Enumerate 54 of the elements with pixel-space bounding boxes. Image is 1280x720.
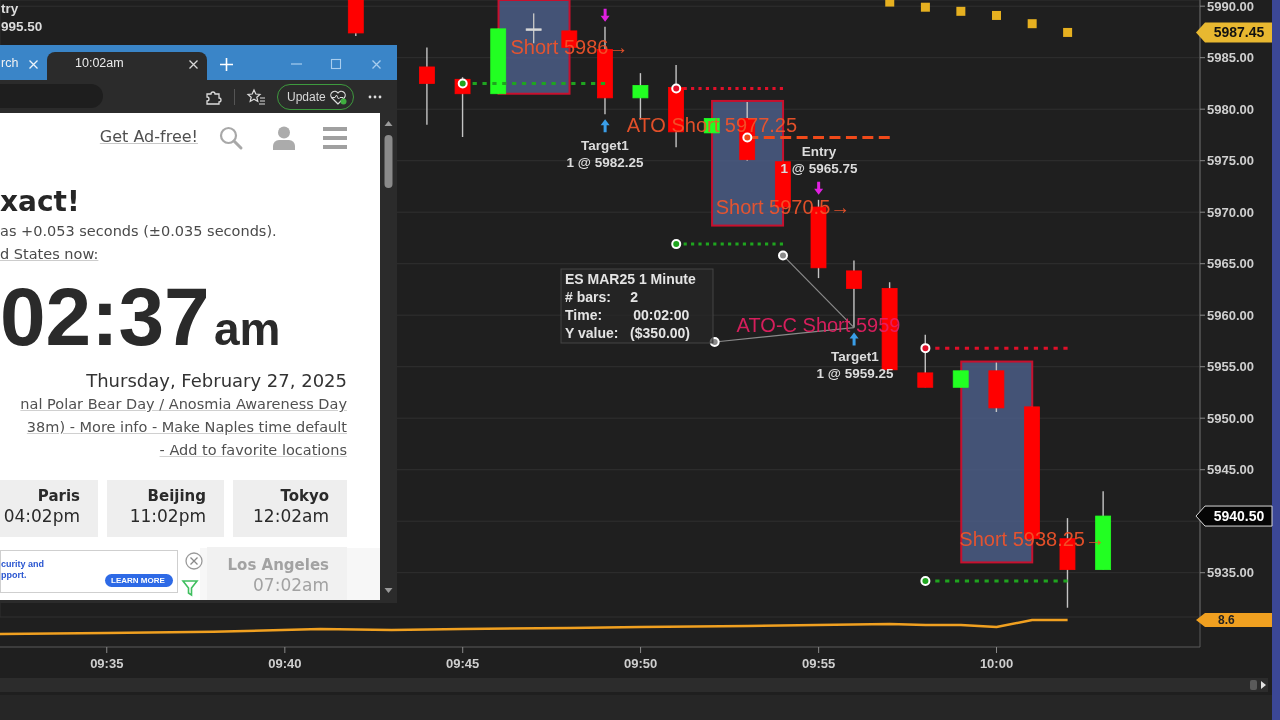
location-card: Beijing 11:02pm [107, 480, 224, 537]
location-card: Paris 04:02pm [0, 480, 98, 537]
annotation: Paris [37, 487, 80, 505]
annotation: pport. [1, 570, 27, 580]
annotation: ES MAR25 1 Minute # bars: 2 Time: 00:02:00 Y value: ($350.00) [565, 270, 696, 341]
annotation: rch [1, 56, 19, 70]
annotation: 11:02pm [129, 506, 206, 526]
annotation: as +0.053 seconds (±0.035 seconds). [0, 223, 277, 239]
y-tick-label: 5955.00 [1207, 359, 1254, 375]
text: 5940.50 [1213, 507, 1265, 524]
y-tick-label: 5945.00 [1207, 462, 1254, 478]
annotation: Thursday, February 27, 2025 [86, 370, 347, 391]
y-tick-label: 5935.00 [1207, 565, 1254, 581]
location-card: Tokyo 12:02am [233, 480, 347, 537]
annotation: - Add to favorite locations [159, 442, 347, 458]
ad-banner: curity and pport. LEARN MORE [0, 550, 178, 593]
annotation: Los Angeles [227, 556, 329, 574]
annotation: try 995.50 [1, 0, 43, 34]
x-tick-label: 09:55 [802, 656, 836, 672]
annotation: Beijing [147, 487, 206, 505]
annotation: 02:37 [0, 271, 210, 362]
annotation: Target1 1 @ 5982.25 [566, 137, 644, 170]
y-tick-label: 5960.00 [1207, 307, 1254, 323]
x-tick-label: 09:35 [90, 656, 124, 672]
y-tick-label: 5990.00 [1207, 0, 1254, 14]
y-tick-label: 5985.00 [1207, 50, 1254, 66]
x-tick-label: 09:50 [623, 656, 658, 672]
annotation: Get Ad-free! [99, 127, 198, 146]
y-tick-label: 5965.00 [1207, 256, 1254, 272]
annotation: 10:02am [75, 56, 124, 70]
x-tick-label: 09:45 [446, 656, 480, 672]
annotation: Update [287, 90, 326, 104]
annotation: 07:02am [253, 575, 329, 595]
annotation: LEARN MORE [111, 575, 165, 585]
annotation: 38m) - More info - Make Naples time default [26, 419, 347, 435]
y-tick-label: 5970.00 [1207, 204, 1254, 220]
y-tick-label: 5950.00 [1207, 410, 1254, 426]
annotation: Tokyo [280, 487, 329, 505]
text: 5987.45 [1213, 24, 1265, 41]
x-tick-label: 09:40 [268, 656, 302, 672]
annotation: 04:02pm [3, 506, 80, 526]
text: 8.6 [1218, 613, 1236, 628]
annotation: Entry 1 @ 5965.75 [780, 144, 858, 177]
location-card: Los Angeles 07:02am [207, 547, 347, 600]
annotation: curity and [1, 559, 45, 569]
y-tick-label: 5980.00 [1207, 101, 1254, 117]
x-tick-label: 10:00 [979, 656, 1014, 672]
annotation: nal Polar Bear Day / Anosmia Awareness Day [20, 396, 347, 412]
annotation: Target1 1 @ 5959.25 [816, 349, 894, 382]
annotation: 12:02am [253, 506, 329, 526]
y-tick-label: 5975.00 [1207, 153, 1254, 169]
annotation: am [214, 303, 281, 355]
annotation: d States now: [0, 246, 99, 262]
annotation: xact! [0, 185, 80, 218]
